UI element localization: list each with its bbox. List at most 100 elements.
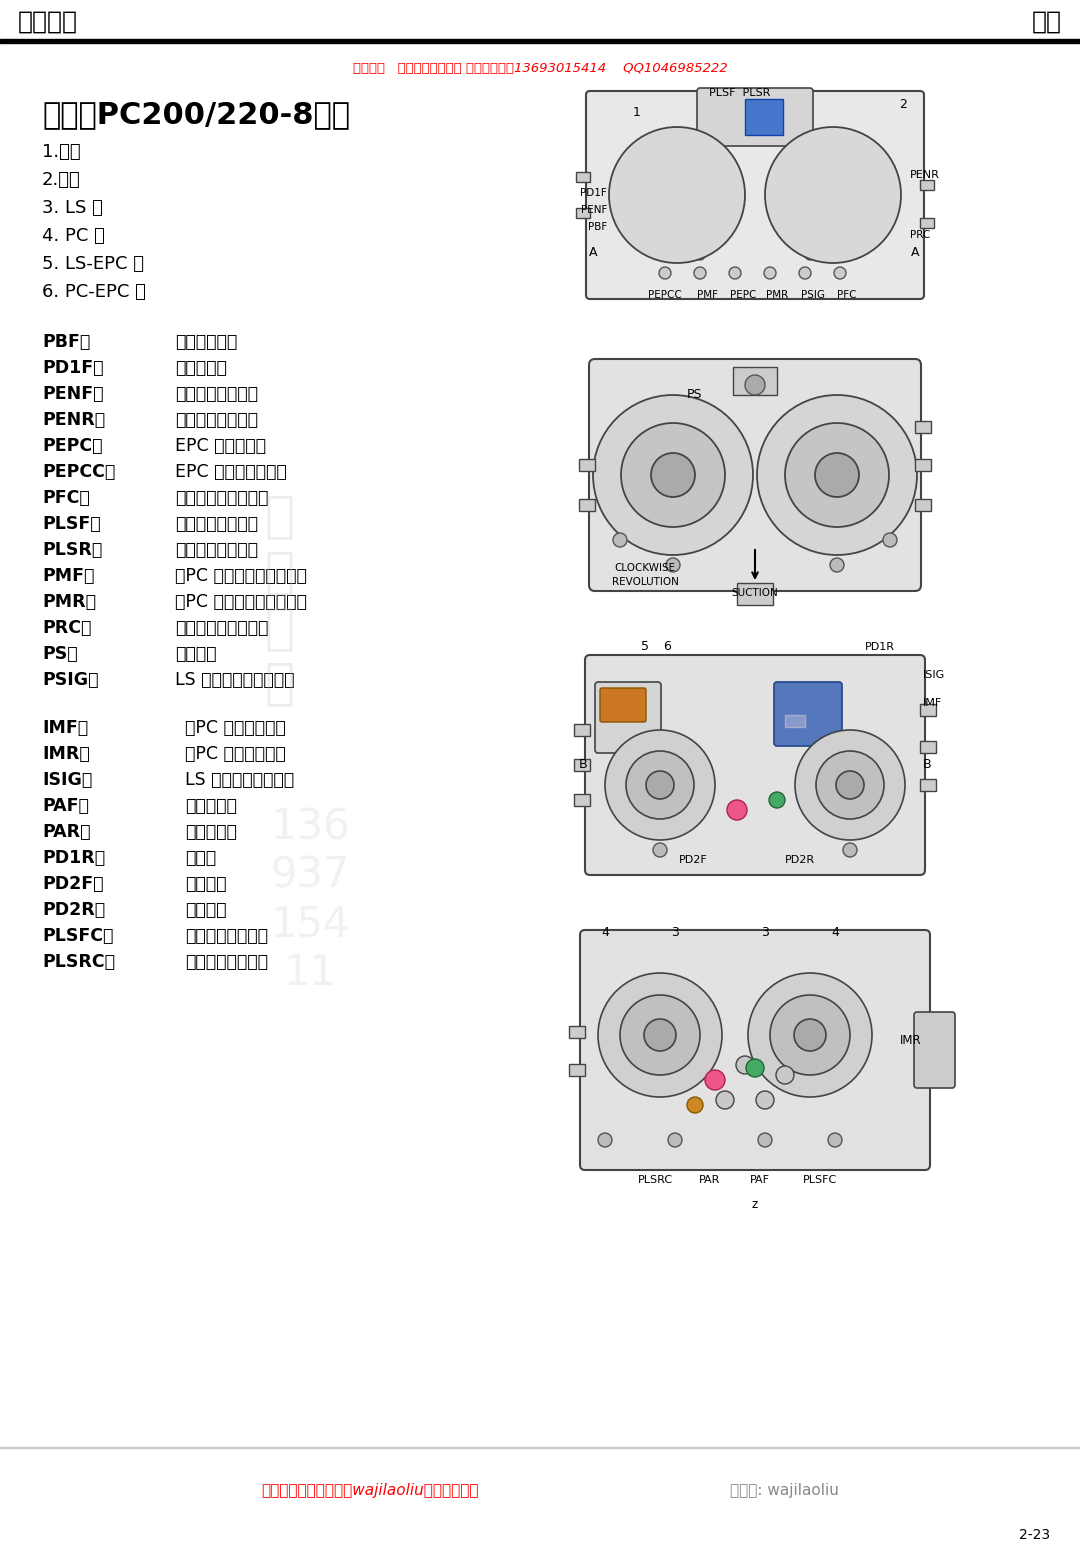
Text: PEPCC：: PEPCC： <box>42 463 116 480</box>
Circle shape <box>651 452 696 498</box>
Text: 2: 2 <box>899 98 907 111</box>
Circle shape <box>836 771 864 799</box>
Text: 后控制压力检测口: 后控制压力检测口 <box>175 410 258 429</box>
Text: 6: 6 <box>663 641 671 654</box>
Text: PLSR：: PLSR： <box>42 541 103 558</box>
Text: IMF: IMF <box>923 697 942 708</box>
Circle shape <box>646 771 674 799</box>
Bar <box>579 459 595 471</box>
Text: 主泵: 主泵 <box>1032 9 1062 34</box>
Text: PRC: PRC <box>910 229 930 240</box>
Text: PEPC：: PEPC： <box>42 437 103 456</box>
Bar <box>737 583 773 605</box>
Text: PENF: PENF <box>581 204 607 215</box>
Circle shape <box>834 267 846 279</box>
Text: B: B <box>579 758 588 772</box>
Text: PD1F：: PD1F： <box>42 359 104 378</box>
Circle shape <box>843 842 858 856</box>
Text: 排放螺塞: 排放螺塞 <box>185 875 227 892</box>
Text: 前控制压力检测口: 前控制压力检测口 <box>175 385 258 402</box>
Text: 前泵输油压力检测口: 前泵输油压力检测口 <box>175 488 268 507</box>
Circle shape <box>756 1090 774 1109</box>
Text: SUCTION: SUCTION <box>731 588 779 597</box>
Text: PLSF：: PLSF： <box>42 515 100 534</box>
Text: 2-23: 2-23 <box>1018 1527 1050 1541</box>
Bar <box>0 39 1080 44</box>
Circle shape <box>666 558 680 573</box>
Circle shape <box>746 1059 764 1076</box>
Text: 后载荷压力检测口: 后载荷压力检测口 <box>185 953 268 970</box>
Text: PD2R：: PD2R： <box>42 902 105 919</box>
Circle shape <box>598 1133 612 1147</box>
Circle shape <box>716 1090 734 1109</box>
Text: 免费资料，搜索关注：wajilaoliu微信公众账号: 免费资料，搜索关注：wajilaoliu微信公众账号 <box>261 1482 478 1498</box>
Text: PLSF  PLSR: PLSF PLSR <box>710 87 771 98</box>
Text: PENR：: PENR： <box>42 410 105 429</box>
Circle shape <box>816 179 849 211</box>
Circle shape <box>609 126 745 264</box>
Text: PBF：: PBF： <box>42 332 91 351</box>
Text: IMR: IMR <box>900 1033 921 1047</box>
Text: 挖
机
老
刘: 挖 机 老 刘 <box>265 493 295 707</box>
FancyBboxPatch shape <box>914 1012 955 1087</box>
Circle shape <box>626 750 694 819</box>
Text: z: z <box>752 1198 758 1212</box>
Circle shape <box>659 267 671 279</box>
Text: PLSFC：: PLSFC： <box>42 927 113 945</box>
Bar <box>745 98 783 136</box>
Text: 后PC 模式选择电流: 后PC 模式选择电流 <box>185 746 286 763</box>
Text: 后泵排油压力检测口: 后泵排油压力检测口 <box>175 619 268 636</box>
Circle shape <box>828 1133 842 1147</box>
FancyBboxPatch shape <box>774 682 842 746</box>
Text: 2.后泵: 2.后泵 <box>42 172 81 189</box>
Text: PLSRC：: PLSRC： <box>42 953 114 970</box>
Circle shape <box>653 842 667 856</box>
Circle shape <box>687 1097 703 1112</box>
Circle shape <box>789 151 877 239</box>
Text: PBF: PBF <box>588 222 607 232</box>
Text: B: B <box>922 758 931 772</box>
Circle shape <box>598 973 723 1097</box>
Circle shape <box>621 423 725 527</box>
Text: 液压系统: 液压系统 <box>18 9 78 34</box>
Bar <box>569 1064 585 1076</box>
Bar <box>576 172 590 183</box>
Text: 前PC 模式选择压力检测口: 前PC 模式选择压力检测口 <box>175 566 307 585</box>
Text: PRC：: PRC： <box>42 619 92 636</box>
Circle shape <box>770 995 850 1075</box>
Circle shape <box>727 800 747 821</box>
Text: 微信号: wajilaoliu: 微信号: wajilaoliu <box>730 1482 839 1498</box>
Text: PD2R: PD2R <box>785 855 815 864</box>
Circle shape <box>769 792 785 808</box>
Text: PLSRC: PLSRC <box>637 1175 673 1186</box>
Text: 外壳排放口: 外壳排放口 <box>175 359 227 378</box>
Text: 4. PC 阀: 4. PC 阀 <box>42 228 105 245</box>
Text: 后PC 模式选择压力检测口: 后PC 模式选择压力检测口 <box>175 593 307 612</box>
Circle shape <box>613 534 627 548</box>
Text: 5. LS-EPC 阀: 5. LS-EPC 阀 <box>42 254 144 273</box>
Circle shape <box>593 395 753 555</box>
Text: PAR: PAR <box>700 1175 720 1186</box>
Text: EPC 基础压力口: EPC 基础压力口 <box>175 437 266 456</box>
FancyBboxPatch shape <box>595 682 661 753</box>
Text: PMR: PMR <box>766 290 788 300</box>
Bar <box>920 778 936 791</box>
Circle shape <box>805 145 815 154</box>
Text: PD1R: PD1R <box>865 643 895 652</box>
Text: PD1F: PD1F <box>580 189 607 198</box>
Text: 1: 1 <box>633 106 640 120</box>
Text: PSIG：: PSIG： <box>42 671 98 690</box>
Circle shape <box>794 1019 826 1051</box>
Text: PMF：: PMF： <box>42 566 94 585</box>
Text: IMF：: IMF： <box>42 719 89 736</box>
Text: 6. PC-EPC 阀: 6. PC-EPC 阀 <box>42 282 146 301</box>
Text: PAF：: PAF： <box>42 797 89 814</box>
Text: 1.前泵: 1.前泵 <box>42 144 81 161</box>
Bar <box>920 741 936 753</box>
Circle shape <box>605 730 715 839</box>
Text: PD2F：: PD2F： <box>42 875 104 892</box>
Text: 后载荷压力输入口: 后载荷压力输入口 <box>175 541 258 558</box>
Circle shape <box>735 1056 754 1073</box>
Text: 前载荷压力检测口: 前载荷压力检测口 <box>185 927 268 945</box>
FancyBboxPatch shape <box>586 90 924 300</box>
